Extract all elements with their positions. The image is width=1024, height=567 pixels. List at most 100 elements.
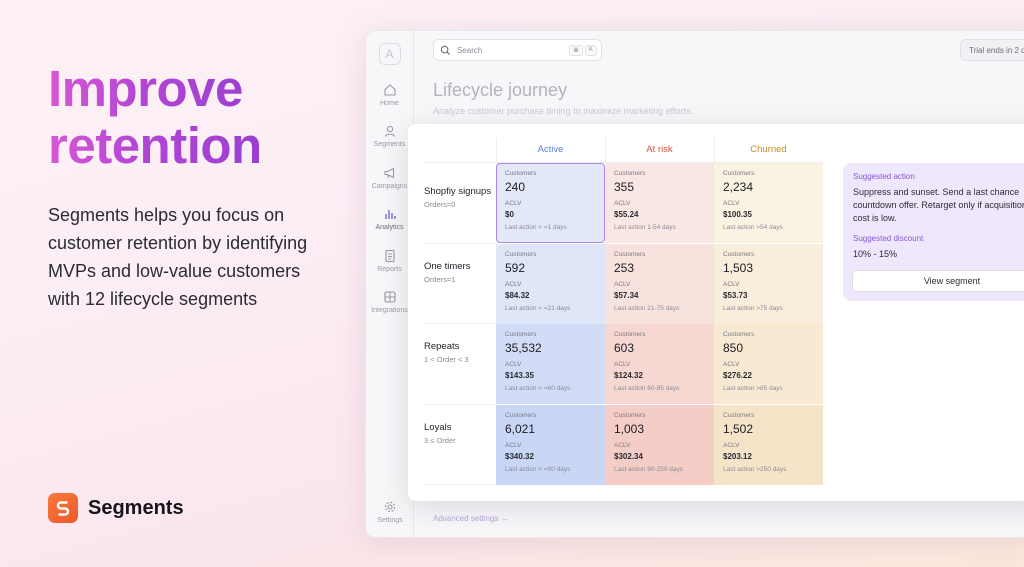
document-icon <box>384 249 395 263</box>
divider <box>424 323 496 324</box>
aclv-label: ACLV <box>505 361 522 368</box>
last-action: Last action >54 days <box>723 224 783 231</box>
segment-cell[interactable]: Customers 603 ACLV $124.32 Last action 6… <box>605 324 714 404</box>
segments-logo-glyph <box>56 501 70 516</box>
segment-cell[interactable]: Customers 240 ACLV $0 Last action < =1 d… <box>496 163 605 243</box>
customers-label: Customers <box>505 170 537 177</box>
hero-description: Segments helps you focus on customer ret… <box>48 201 348 313</box>
home-icon <box>383 84 396 96</box>
divider <box>714 138 715 162</box>
search-placeholder: Search <box>457 45 483 55</box>
column-header-churned: Churned <box>750 144 787 155</box>
brand-name: Segments <box>88 496 184 519</box>
sidebar-item-label: Analytics <box>375 224 404 231</box>
segment-cell[interactable]: Customers 355 ACLV $55.24 Last action 1-… <box>605 163 714 243</box>
customers-count: 592 <box>505 261 526 275</box>
hero-title-line-2: retention <box>48 117 262 174</box>
user-icon <box>384 125 395 137</box>
customers-count: 2,234 <box>723 180 754 194</box>
search-icon <box>440 45 451 55</box>
segments-logo-icon <box>48 493 78 523</box>
segment-cell[interactable]: Customers 1,003 ACLV $302.34 Last action… <box>605 405 714 485</box>
sidebar-item-analytics[interactable]: Analytics <box>366 207 414 231</box>
segment-cell[interactable]: Customers 35,532 ACLV $143.35 Last actio… <box>496 324 605 404</box>
sidebar-item-segments[interactable]: Segments <box>366 124 414 148</box>
sidebar-item-integrations[interactable]: Integrations <box>366 290 414 314</box>
app-logo[interactable]: A <box>378 43 401 65</box>
gear-icon <box>384 501 396 513</box>
divider <box>424 404 496 405</box>
shortcut-key: ⌘ <box>568 44 583 56</box>
divider <box>424 243 496 244</box>
column-header-active: Active <box>537 144 564 155</box>
trial-badge[interactable]: Trial ends in 2 d <box>960 39 1024 61</box>
last-action: Last action < =21 days <box>505 305 571 312</box>
row-subtitle: 3 ≤ Order <box>424 436 456 445</box>
row-name: Repeats <box>424 341 460 352</box>
row-label-one-timers: One timers Orders=1 <box>424 261 494 284</box>
last-action: Last action < =1 days <box>505 224 567 231</box>
aclv-value: $0 <box>505 210 514 219</box>
customers-label: Customers <box>723 170 755 177</box>
bar-chart-icon <box>384 210 396 219</box>
advanced-settings-link[interactable]: Advanced settings → <box>433 514 509 523</box>
customers-count: 1,003 <box>614 422 645 436</box>
aclv-label: ACLV <box>505 442 522 449</box>
divider <box>605 138 606 162</box>
row-subtitle: Orders=0 <box>424 200 456 209</box>
aclv-label: ACLV <box>723 281 740 288</box>
aclv-label: ACLV <box>614 200 631 207</box>
customers-count: 1,502 <box>723 422 754 436</box>
aclv-label: ACLV <box>614 361 631 368</box>
row-subtitle: 1 < Order < 3 <box>424 355 469 364</box>
customers-count: 1,503 <box>723 261 754 275</box>
sidebar-item-campaigns[interactable]: Campaigns <box>366 166 414 190</box>
hero-title: Improve retention <box>48 60 262 174</box>
segment-cell[interactable]: Customers 592 ACLV $84.32 Last action < … <box>496 244 605 324</box>
row-label-loyals: Loyals 3 ≤ Order <box>424 422 494 445</box>
customers-count: 355 <box>614 180 635 194</box>
aclv-value: $302.34 <box>614 452 643 461</box>
page-title: Lifecycle journey <box>433 80 568 100</box>
segment-cell[interactable]: Customers 253 ACLV $57.34 Last action 21… <box>605 244 714 324</box>
integrations-icon <box>383 291 396 303</box>
segment-cell[interactable]: Customers 850 ACLV $276.22 Last action >… <box>714 324 823 404</box>
customers-label: Customers <box>614 251 646 258</box>
search-shortcut: ⌘ K <box>568 44 597 56</box>
customers-label: Customers <box>614 331 646 338</box>
customers-count: 6,021 <box>505 422 536 436</box>
aclv-label: ACLV <box>723 442 740 449</box>
last-action: Last action 1-54 days <box>614 224 676 231</box>
sidebar-item-label: Reports <box>377 266 402 273</box>
last-action: Last action 60-85 days <box>614 385 680 392</box>
aclv-label: ACLV <box>614 281 631 288</box>
megaphone-icon <box>383 167 394 179</box>
search-input[interactable]: Search ⌘ K <box>433 39 602 61</box>
segment-cell[interactable]: Customers 2,234 ACLV $100.35 Last action… <box>714 163 823 243</box>
segment-cell[interactable]: Customers 1,502 ACLV $203.12 Last action… <box>714 405 823 485</box>
aclv-value: $340.32 <box>505 452 534 461</box>
suggested-discount-range: 10% - 15% <box>853 249 898 259</box>
last-action: Last action < =60 days <box>505 385 571 392</box>
row-label-repeats: Repeats 1 < Order < 3 <box>424 341 494 364</box>
customers-label: Customers <box>614 170 646 177</box>
brand: Segments <box>48 493 184 523</box>
sidebar: A Home Segments Campaigns Analytics Repo… <box>366 31 414 537</box>
aclv-label: ACLV <box>505 200 522 207</box>
divider <box>424 162 824 163</box>
sidebar-item-home[interactable]: Home <box>366 83 414 107</box>
view-segment-button[interactable]: View segment <box>852 270 1024 292</box>
customers-label: Customers <box>505 331 537 338</box>
last-action: Last action 21-75 days <box>614 305 680 312</box>
column-header-at-risk: At risk <box>646 144 673 155</box>
sidebar-item-label: Integrations <box>371 307 408 314</box>
segment-cell[interactable]: Customers 6,021 ACLV $340.32 Last action… <box>496 405 605 485</box>
segment-cell[interactable]: Customers 1,503 ACLV $53.73 Last action … <box>714 244 823 324</box>
aclv-label: ACLV <box>505 281 522 288</box>
sidebar-item-settings[interactable]: Settings <box>366 500 414 524</box>
sidebar-item-reports[interactable]: Reports <box>366 249 414 273</box>
last-action: Last action 90-250 days <box>614 466 684 473</box>
customers-count: 253 <box>614 261 635 275</box>
aclv-value: $55.24 <box>614 210 639 219</box>
customers-label: Customers <box>614 412 646 419</box>
